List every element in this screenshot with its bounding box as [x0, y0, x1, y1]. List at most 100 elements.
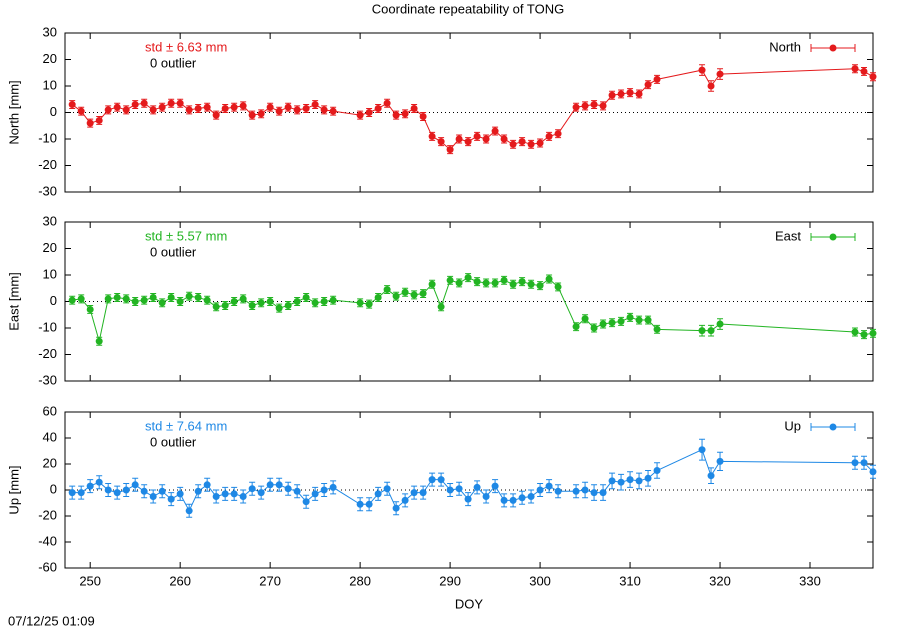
data-point — [113, 103, 121, 111]
data-point — [536, 139, 544, 147]
data-point — [428, 476, 436, 484]
data-point — [293, 106, 301, 114]
data-point — [239, 295, 247, 303]
data-point — [257, 299, 265, 307]
data-point — [851, 328, 859, 336]
y-tick-label: 20 — [43, 240, 57, 255]
data-point — [653, 75, 661, 83]
data-point — [365, 500, 373, 508]
data-point — [383, 485, 391, 493]
data-point — [203, 296, 211, 304]
data-point — [572, 323, 580, 331]
data-point — [167, 495, 175, 503]
data-point — [68, 101, 76, 109]
data-point — [374, 294, 382, 302]
data-point — [329, 483, 337, 491]
data-point — [122, 295, 130, 303]
y-tick-label: 0 — [50, 481, 57, 496]
y-tick-label: 20 — [43, 455, 57, 470]
std-annotation: std ± 5.57 mm — [145, 228, 227, 243]
y-tick-label: 10 — [43, 266, 57, 281]
y-tick-label: -10 — [38, 319, 57, 334]
data-point — [716, 320, 724, 328]
data-point — [149, 294, 157, 302]
y-tick-label: -60 — [38, 559, 57, 574]
data-point — [374, 490, 382, 498]
x-tick-label: 300 — [529, 573, 551, 588]
data-point — [185, 507, 193, 515]
data-point — [590, 324, 598, 332]
data-point — [716, 70, 724, 78]
y-tick-label: 40 — [43, 429, 57, 444]
data-point — [698, 327, 706, 335]
data-point — [86, 305, 94, 313]
data-point — [158, 487, 166, 495]
data-point — [446, 276, 454, 284]
data-point — [320, 298, 328, 305]
data-point — [131, 481, 139, 489]
data-point — [608, 319, 616, 327]
series-line — [72, 277, 874, 342]
data-point — [698, 446, 706, 454]
data-point — [185, 106, 193, 114]
std-annotation: std ± 7.64 mm — [145, 418, 227, 433]
data-point — [527, 493, 535, 500]
data-point — [149, 493, 157, 500]
y-tick-label: -20 — [38, 507, 57, 522]
data-point — [194, 105, 202, 113]
data-point — [302, 294, 310, 302]
data-point — [113, 489, 121, 497]
data-point — [455, 279, 463, 287]
data-point — [311, 101, 319, 109]
data-point — [284, 485, 292, 493]
data-point — [626, 89, 634, 97]
data-point — [527, 280, 535, 288]
data-point — [77, 489, 85, 497]
outlier-annotation: 0 outlier — [150, 55, 197, 70]
y-axis-label: East [mm] — [6, 272, 21, 331]
data-point — [410, 105, 418, 113]
y-tick-label: 20 — [43, 51, 57, 66]
data-point — [617, 317, 625, 325]
data-point — [311, 490, 319, 498]
data-point — [212, 303, 220, 311]
data-point — [212, 493, 220, 500]
data-point — [428, 280, 436, 288]
data-point — [653, 325, 661, 333]
x-tick-label: 330 — [799, 573, 821, 588]
data-point — [122, 486, 130, 494]
data-point — [716, 457, 724, 465]
data-point — [356, 500, 364, 508]
data-point — [509, 140, 517, 148]
data-point — [176, 298, 184, 305]
data-point — [203, 103, 211, 111]
data-point — [860, 331, 868, 339]
data-point — [401, 496, 409, 504]
data-point — [230, 490, 238, 498]
data-point — [608, 477, 616, 485]
data-point — [500, 276, 508, 284]
data-point — [581, 315, 589, 323]
data-point — [131, 101, 139, 109]
data-point — [248, 301, 256, 309]
data-point — [617, 90, 625, 98]
y-tick-label: 0 — [50, 293, 57, 308]
data-point — [104, 486, 112, 494]
data-point — [491, 127, 499, 135]
data-point — [644, 81, 652, 89]
y-tick-label: 0 — [50, 104, 57, 119]
data-point — [302, 498, 310, 506]
data-point — [545, 132, 553, 140]
data-point — [131, 298, 139, 305]
x-tick-label: 320 — [709, 573, 731, 588]
data-point — [266, 298, 274, 305]
chart-title: Coordinate repeatability of TONG — [372, 1, 564, 16]
data-point — [509, 280, 517, 288]
data-point — [581, 102, 589, 110]
data-point — [590, 101, 598, 109]
data-point — [140, 296, 148, 304]
y-tick-label: -10 — [38, 130, 57, 145]
y-tick-label: 10 — [43, 77, 57, 92]
data-point — [446, 486, 454, 494]
data-point — [284, 301, 292, 309]
